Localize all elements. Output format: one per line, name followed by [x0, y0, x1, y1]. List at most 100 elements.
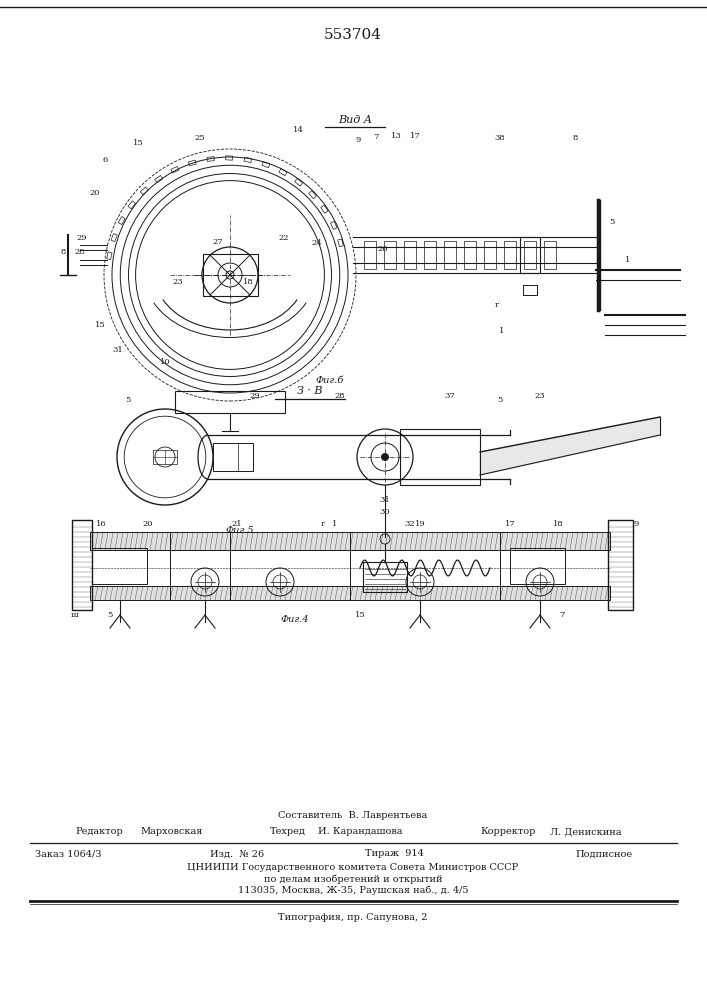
- Text: 19: 19: [414, 520, 426, 528]
- Text: 20: 20: [90, 189, 100, 197]
- Bar: [175, 391, 285, 413]
- Text: 553704: 553704: [324, 28, 382, 42]
- Text: 21: 21: [232, 520, 243, 528]
- Text: 15: 15: [95, 321, 105, 329]
- Text: 15: 15: [355, 611, 366, 619]
- Bar: [203, 254, 258, 296]
- Bar: [608, 520, 633, 610]
- Text: 27: 27: [213, 238, 223, 246]
- Bar: [464, 241, 476, 269]
- Bar: [504, 241, 516, 269]
- Bar: [90, 586, 610, 600]
- Text: Фиг.4: Фиг.4: [281, 615, 310, 624]
- Bar: [444, 241, 456, 269]
- Text: 23: 23: [173, 278, 183, 286]
- Text: 7: 7: [559, 611, 565, 619]
- Text: по делам изобретений и открытий: по делам изобретений и открытий: [264, 874, 443, 884]
- Bar: [92, 548, 147, 584]
- Bar: [484, 241, 496, 269]
- Text: Подписное: Подписное: [575, 850, 632, 858]
- Text: Заказ 1064/3: Заказ 1064/3: [35, 850, 102, 858]
- Bar: [140, 187, 148, 195]
- Bar: [153, 450, 177, 464]
- Text: 5: 5: [125, 396, 131, 404]
- Text: 26: 26: [378, 245, 388, 253]
- Bar: [338, 239, 344, 247]
- Text: 10: 10: [160, 358, 170, 366]
- Text: 9: 9: [633, 520, 638, 528]
- Text: Корректор: Корректор: [480, 828, 535, 836]
- Text: Марховская: Марховская: [140, 828, 202, 836]
- Bar: [424, 241, 436, 269]
- Text: 17: 17: [409, 132, 421, 140]
- Bar: [72, 520, 92, 610]
- Bar: [189, 160, 197, 166]
- Text: И. Карандашова: И. Карандашова: [318, 828, 402, 836]
- Bar: [331, 221, 337, 229]
- Text: 37: 37: [445, 392, 455, 400]
- Text: З · В: З · В: [297, 386, 323, 396]
- Bar: [524, 241, 536, 269]
- Text: Фиг.б: Фиг.б: [316, 376, 344, 385]
- Bar: [404, 241, 416, 269]
- Text: 23: 23: [534, 392, 545, 400]
- Text: 20: 20: [143, 520, 153, 528]
- Text: 17: 17: [505, 520, 515, 528]
- Text: 16: 16: [95, 520, 106, 528]
- Bar: [279, 169, 287, 176]
- Text: Вид А: Вид А: [338, 115, 372, 125]
- Bar: [90, 532, 610, 550]
- Text: 113035, Москва, Ж-35, Раушская наб., д. 4/5: 113035, Москва, Ж-35, Раушская наб., д. …: [238, 885, 468, 895]
- Text: г: г: [321, 520, 325, 528]
- Text: 28: 28: [334, 392, 345, 400]
- Bar: [544, 241, 556, 269]
- Bar: [262, 162, 270, 168]
- Text: 29: 29: [250, 392, 260, 400]
- Text: 13: 13: [391, 132, 402, 140]
- Text: r: r: [495, 301, 499, 309]
- Text: 8: 8: [60, 248, 66, 256]
- Text: ЦНИИПИ Государственного комитета Совета Министров СССР: ЦНИИПИ Государственного комитета Совета …: [187, 862, 519, 871]
- Bar: [207, 157, 214, 161]
- Text: Л. Денискина: Л. Денискина: [550, 828, 621, 836]
- Text: Типография, пр. Сапунова, 2: Типография, пр. Сапунова, 2: [279, 914, 428, 922]
- Text: 22: 22: [279, 234, 289, 242]
- Bar: [155, 176, 163, 183]
- Circle shape: [381, 453, 389, 461]
- Text: 28: 28: [75, 248, 86, 256]
- Bar: [363, 562, 407, 592]
- Text: 7: 7: [373, 133, 379, 141]
- Text: 29: 29: [76, 234, 87, 242]
- Bar: [107, 252, 112, 260]
- Text: 31: 31: [112, 346, 124, 354]
- Text: 32: 32: [404, 520, 415, 528]
- Bar: [226, 156, 233, 160]
- Text: ш: ш: [71, 611, 79, 619]
- Text: 30: 30: [380, 508, 390, 516]
- Text: 1: 1: [625, 256, 631, 264]
- Text: Техред: Техред: [270, 828, 306, 836]
- Text: 5: 5: [609, 218, 614, 226]
- Text: 24: 24: [312, 239, 322, 247]
- Text: 25: 25: [194, 134, 205, 142]
- Text: 6: 6: [103, 156, 107, 164]
- Text: 18: 18: [553, 520, 563, 528]
- Text: 1: 1: [332, 520, 338, 528]
- Bar: [400, 429, 480, 485]
- Polygon shape: [480, 417, 660, 475]
- Bar: [321, 205, 328, 213]
- Text: 18: 18: [243, 278, 253, 286]
- Text: 31: 31: [380, 496, 390, 504]
- Bar: [295, 179, 303, 186]
- Bar: [384, 241, 396, 269]
- Text: 9: 9: [356, 136, 361, 144]
- Text: Редактор: Редактор: [75, 828, 123, 836]
- Text: 38: 38: [495, 134, 506, 142]
- Bar: [111, 234, 117, 242]
- Bar: [309, 191, 317, 199]
- Text: 1: 1: [499, 327, 505, 335]
- Bar: [364, 241, 376, 269]
- Bar: [510, 548, 565, 584]
- Text: 5: 5: [497, 396, 503, 404]
- Text: 14: 14: [293, 126, 303, 134]
